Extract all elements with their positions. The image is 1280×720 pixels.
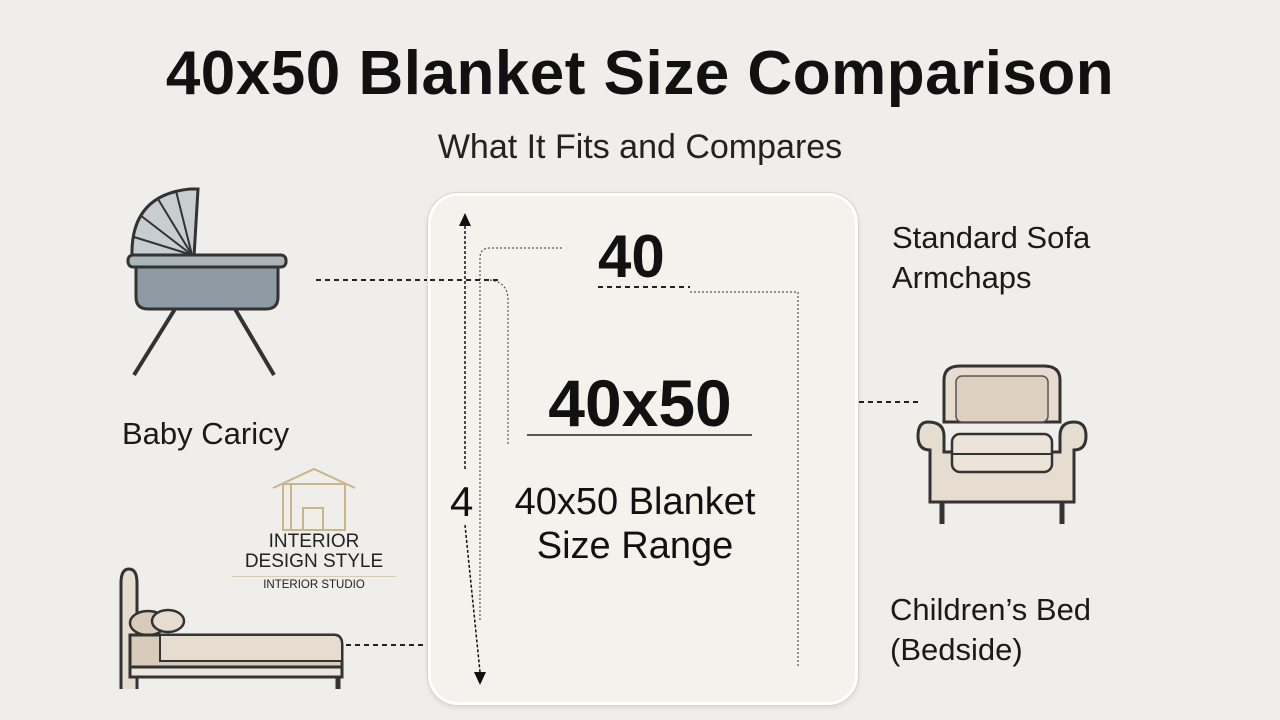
- range-line-2: Size Range: [536, 525, 734, 567]
- bassinet-icon: [126, 187, 288, 377]
- width-label: 40: [598, 223, 665, 290]
- logo: INTERIOR DESIGN STYLE INTERIOR STUDIO: [232, 466, 396, 591]
- bed-label: Children’s Bed (Bedside): [890, 590, 1091, 670]
- sofa-label: Standard Sofa Armchaps: [892, 218, 1090, 298]
- logo-line-2: DESIGN STYLE: [244, 551, 384, 572]
- page-title: 40x50 Blanket Size Comparison: [165, 39, 1115, 108]
- size-range-label: 40x50 Blanket Size Range: [490, 480, 780, 568]
- size-label: 40x50: [548, 366, 732, 440]
- house-icon: [272, 467, 356, 531]
- sofa-line-1: Standard Sofa: [892, 220, 1091, 255]
- range-line-1: 40x50 Blanket: [514, 481, 756, 523]
- page-subtitle: What It Fits and Compares: [437, 128, 843, 166]
- logo-line-1: INTERIOR: [268, 531, 360, 552]
- height-label: 4: [450, 478, 474, 525]
- baby-label: Baby Caricy: [122, 416, 290, 451]
- armchair-icon: [916, 364, 1088, 524]
- logo-line-3: INTERIOR STUDIO: [232, 576, 396, 591]
- sofa-line-2: Armchaps: [892, 260, 1032, 295]
- bed-line-2: (Bedside): [890, 632, 1023, 667]
- bed-line-1: Children’s Bed: [890, 592, 1092, 627]
- bed-icon: [119, 567, 344, 689]
